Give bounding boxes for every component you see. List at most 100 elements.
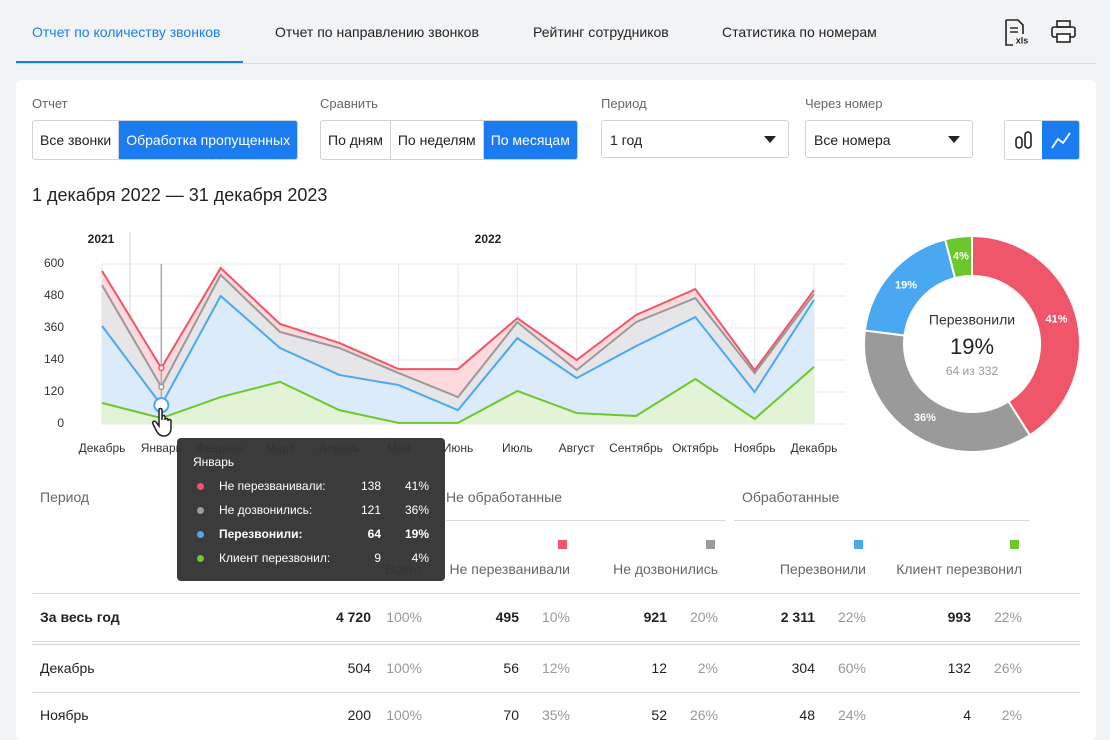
line — [101, 273, 815, 399]
tooltip-dot — [197, 483, 204, 490]
row-label: Ноябрь — [40, 707, 89, 723]
select-arrow — [764, 136, 776, 143]
hover-point — [158, 383, 165, 391]
x-tick-label: Август — [559, 441, 596, 455]
x-tick-label: Июнь — [443, 441, 474, 455]
tab[interactable]: Рейтинг сотрудников — [533, 24, 669, 40]
cell-count: 70 — [503, 707, 519, 723]
y-tick-label: 480 — [44, 288, 64, 302]
cell-percent: 20% — [689, 609, 718, 625]
tooltip: Январь Не перезванивали: 138 41% Не дозвонил… — [177, 438, 445, 581]
tooltip-name: Клиент перезвонил: — [219, 551, 331, 565]
tooltip-value: 64 — [367, 527, 381, 541]
donut-label: 4% — [953, 251, 969, 263]
filter-label: Сравнить — [320, 96, 378, 111]
tooltip-value: 138 — [360, 479, 381, 493]
cell-count: 4 720 — [335, 609, 371, 625]
tooltip-name: Перезвонили: — [219, 527, 303, 541]
y-tick-label: 600 — [44, 256, 64, 270]
tooltip-value: 121 — [360, 503, 381, 517]
bar-chart-button[interactable] — [1005, 121, 1042, 159]
cell-count: 48 — [799, 707, 815, 723]
column-header: Не перезванивали — [449, 561, 570, 577]
cell-percent: 100% — [386, 707, 422, 723]
row-label: Декабрь — [40, 660, 95, 676]
cell-count: 56 — [503, 660, 519, 676]
row-line — [32, 644, 1080, 645]
cell-count: 304 — [791, 660, 815, 676]
tooltip-dot — [197, 507, 204, 514]
print[interactable] — [1050, 19, 1078, 45]
y-tick-label: 360 — [44, 320, 64, 334]
via-select[interactable]: Все номера — [805, 120, 973, 158]
column-swatch — [706, 540, 715, 549]
row-label: За весь год — [40, 609, 120, 625]
option-active[interactable]: По месяцам — [483, 121, 577, 159]
column-header: Не дозвонились — [613, 561, 718, 577]
tab[interactable]: Отчет по направлению звонков — [275, 24, 479, 40]
option[interactable]: По дням — [321, 121, 391, 159]
chart-type-toggle — [1004, 120, 1080, 160]
cell-count: 12 — [651, 660, 667, 676]
cell-count: 132 — [947, 660, 971, 676]
option[interactable]: По неделям — [391, 121, 484, 159]
x-tick-label: Октябрь — [672, 441, 719, 455]
x-tick-label: Декабрь — [791, 441, 838, 455]
cell-percent: 10% — [541, 609, 570, 625]
y-tick-label: 120 — [44, 384, 64, 398]
donut-center-title: Перезвонили — [929, 312, 1015, 328]
period-select[interactable]: 1 год — [601, 120, 789, 158]
xls-label: xls — [1016, 35, 1029, 45]
select-value: Все номера — [814, 132, 891, 148]
row-line — [32, 692, 1080, 693]
x-tick-label: Январь — [141, 441, 182, 455]
column-header: Перезвонили — [779, 561, 866, 577]
tabs-divider — [16, 63, 1096, 64]
tab[interactable]: Статистика по номерам — [722, 24, 877, 40]
line — [101, 266, 815, 372]
cell-count: 200 — [347, 707, 371, 723]
cell-count: 504 — [347, 660, 371, 676]
select-value: 1 год — [610, 132, 643, 148]
option[interactable]: Все звонки — [33, 121, 120, 159]
cell-count: 52 — [651, 707, 667, 723]
x-tick-label: Декабрь — [79, 441, 126, 455]
year-label: 2021 — [88, 232, 115, 246]
filter-label: Отчет — [32, 96, 68, 111]
donut-center-sub: 64 из 332 — [946, 364, 999, 378]
export-xls[interactable]: xls — [1002, 18, 1032, 48]
cell-count: 4 — [963, 707, 971, 723]
donut-segment — [863, 329, 1032, 453]
column-swatch — [854, 540, 863, 549]
cell-percent: 100% — [386, 660, 422, 676]
column-swatch — [1010, 540, 1019, 549]
doc-icon — [1005, 19, 1024, 46]
filter-label: Период — [601, 96, 647, 111]
line-chart-button[interactable] — [1042, 121, 1080, 159]
tooltip-title: Январь — [193, 455, 235, 469]
tooltip-name: Не дозвонились: — [219, 503, 313, 517]
cell-percent: 100% — [386, 609, 422, 625]
area — [102, 366, 814, 424]
tab-active[interactable]: Отчет по количеству звонков — [32, 24, 221, 40]
hover-point — [158, 364, 165, 372]
donut-label: 36% — [914, 412, 936, 424]
option-active[interactable]: Обработка пропущенных — [119, 121, 298, 159]
cell-percent: 2% — [697, 660, 718, 676]
donut-segment — [943, 234, 973, 280]
cell-percent: 12% — [541, 660, 570, 676]
tooltip-dot — [197, 531, 204, 538]
line — [101, 366, 815, 424]
cell-count: 2 311 — [780, 609, 815, 625]
printer-paper — [1056, 33, 1071, 43]
tooltip-dot — [197, 555, 204, 562]
select-arrow — [948, 136, 960, 143]
column-swatch — [558, 540, 567, 549]
x-tick-label: Ноябрь — [734, 441, 776, 455]
cell-percent: 60% — [837, 660, 866, 676]
tooltip-name: Не перезванивали: — [219, 479, 326, 493]
row-line — [32, 641, 1080, 642]
area — [102, 296, 814, 423]
tab-underline — [16, 61, 243, 63]
tooltip-percent: 41% — [404, 479, 429, 493]
